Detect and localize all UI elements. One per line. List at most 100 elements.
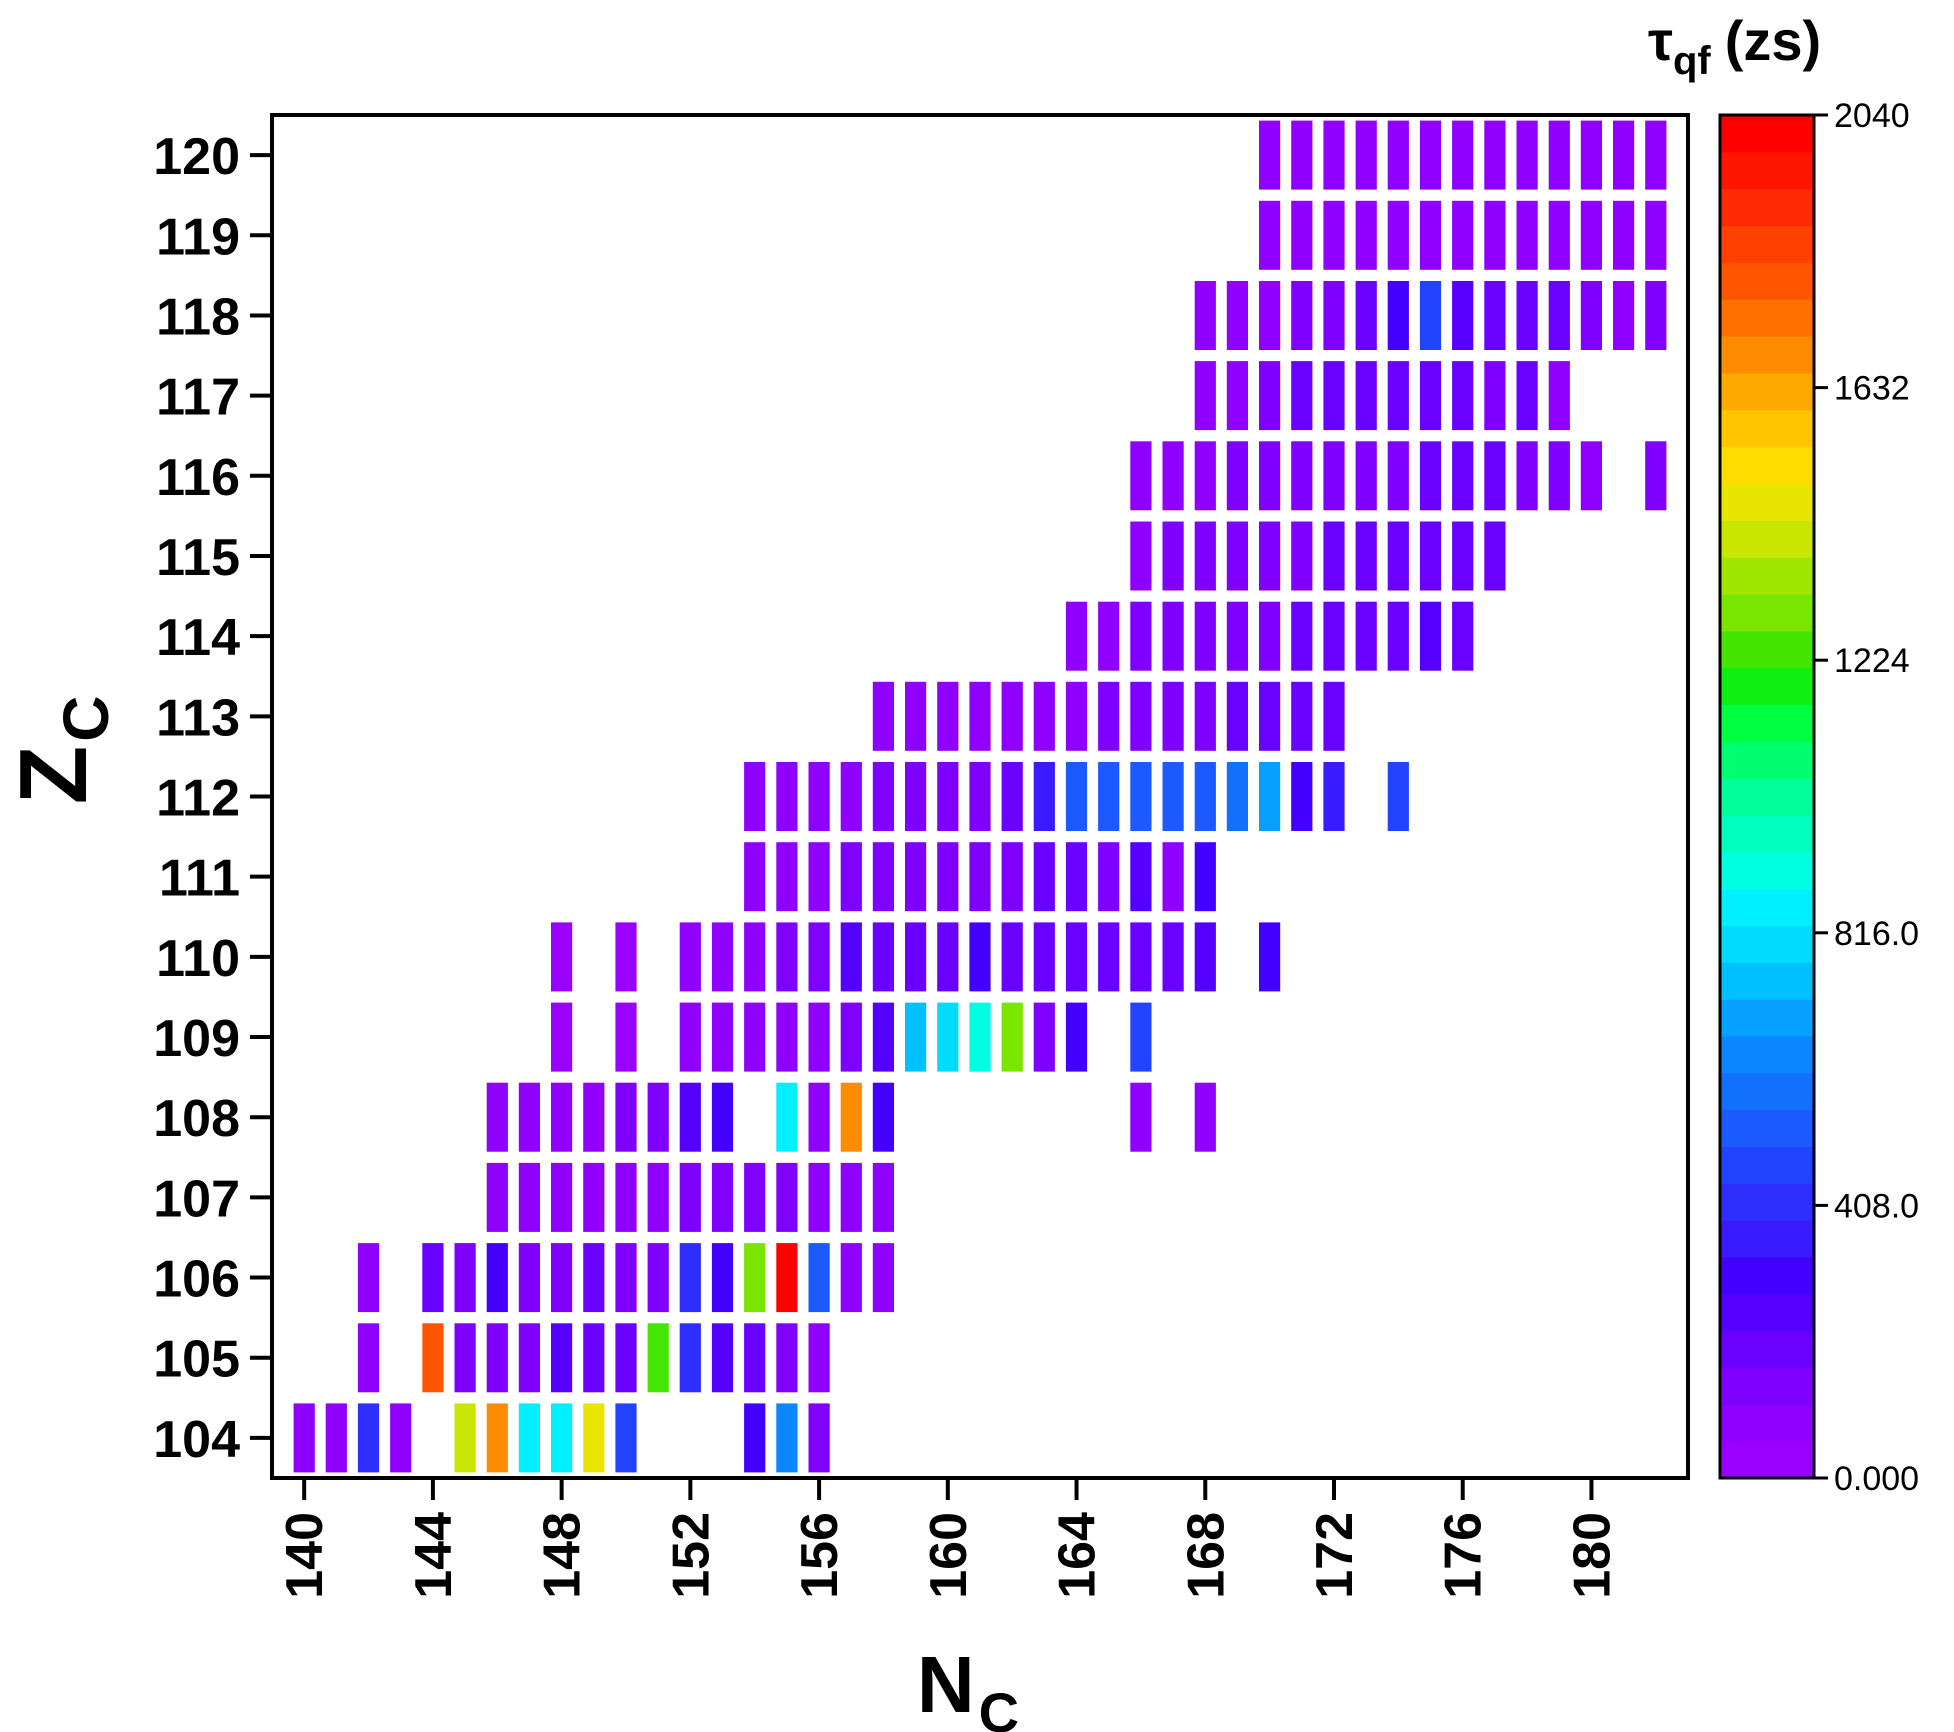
heatmap-cell — [744, 842, 766, 912]
heatmap-cell — [1355, 120, 1377, 190]
colorbar-tick-label: 2040 — [1834, 97, 1910, 135]
colorbar-ticks: 0.000 408.0 816.0 1224 1632 2040 — [1814, 97, 1919, 1498]
heatmap-cell — [1516, 361, 1538, 431]
heatmap-cell — [1194, 842, 1216, 912]
x-axis-title: NC — [917, 1640, 1019, 1732]
heatmap-cell — [615, 1162, 637, 1232]
heatmap-cell — [1194, 922, 1216, 992]
y-tick-label: 106 — [153, 1251, 240, 1309]
heatmap-cell — [1033, 762, 1055, 831]
heatmap-cell — [583, 1082, 605, 1152]
y-tick-label: 110 — [156, 930, 240, 988]
heatmap-cell — [647, 1162, 669, 1232]
heatmap-cell — [1291, 200, 1313, 270]
heatmap-cell — [1387, 120, 1409, 190]
heatmap-cell — [1130, 762, 1152, 831]
heatmap-cell — [1452, 521, 1474, 591]
heatmap-cell — [1098, 922, 1120, 992]
heatmap-cell — [1387, 521, 1409, 591]
colorbar-segment — [1720, 1146, 1814, 1184]
heatmap-cell — [1001, 681, 1023, 751]
heatmap-cell — [1065, 601, 1088, 671]
heatmap-cell — [1162, 521, 1184, 591]
heatmap-cell — [1065, 842, 1088, 912]
colorbar-segment — [1720, 1367, 1814, 1405]
heatmap-cell — [1098, 601, 1120, 671]
x-tick-label: 156 — [791, 1512, 849, 1599]
heatmap-cell — [1226, 601, 1248, 671]
heatmap-cell — [647, 1323, 669, 1393]
y-axis-title: ZC — [0, 696, 122, 805]
colorbar-segment — [1720, 851, 1814, 890]
heatmap-cell — [1323, 521, 1345, 591]
heatmap-cell — [1323, 601, 1345, 671]
heatmap-cell — [1484, 361, 1506, 431]
heatmap-cell — [840, 762, 862, 831]
colorbar-segment — [1720, 1293, 1814, 1332]
heatmap-cell — [808, 842, 830, 912]
heatmap-cell — [422, 1243, 444, 1313]
heatmap-cell — [937, 1002, 959, 1072]
colorbar-title-sub: qf — [1673, 39, 1711, 83]
heatmap-cell — [1291, 281, 1313, 350]
heatmap-cell — [1387, 601, 1409, 671]
heatmap-cell — [1226, 762, 1248, 831]
heatmap-cell — [1355, 521, 1377, 591]
heatmap-cell — [1162, 601, 1184, 671]
heatmap-cell — [1130, 842, 1152, 912]
heatmap-cell — [937, 681, 959, 751]
colorbar-segment — [1720, 446, 1814, 484]
colorbar-segment — [1720, 888, 1814, 927]
heatmap-cell — [1419, 200, 1442, 270]
colorbar-frame — [1718, 113, 1816, 1480]
heatmap-cell — [357, 1323, 380, 1393]
colorbar-segment — [1720, 299, 1814, 337]
heatmap-cell — [776, 1403, 798, 1473]
heatmap-cell — [454, 1323, 476, 1393]
heatmap-cell — [1580, 281, 1602, 350]
heatmap-cell — [1194, 601, 1216, 671]
heatmap-cell — [1580, 441, 1602, 511]
y-tick-label: 115 — [156, 529, 240, 587]
colorbar-segment — [1720, 409, 1814, 448]
heatmap-cell — [1387, 281, 1409, 350]
colorbar-segment — [1720, 630, 1814, 669]
heatmap-cell — [1419, 601, 1442, 671]
heatmap-cell — [1291, 120, 1313, 190]
colorbar-tick-label: 0.000 — [1834, 1460, 1919, 1498]
colorbar-segment — [1720, 925, 1814, 963]
x-tick-label: 144 — [405, 1512, 463, 1599]
heatmap-cell — [454, 1403, 476, 1473]
heatmap-cell — [615, 1002, 637, 1072]
heatmap-cells — [293, 120, 1667, 1473]
heatmap-cell — [872, 1243, 894, 1313]
heatmap-cell — [872, 922, 894, 992]
y-tick-label: 113 — [156, 689, 240, 747]
heatmap-cell — [969, 842, 991, 912]
heatmap-cell — [518, 1323, 540, 1393]
colorbar-title-unit: (zs) — [1725, 9, 1821, 72]
heatmap-cell — [969, 1002, 991, 1072]
heatmap-cell — [1484, 521, 1506, 591]
heatmap-cell — [1645, 441, 1667, 511]
heatmap-cell — [390, 1403, 412, 1473]
heatmap-cell — [1291, 681, 1313, 751]
heatmap-cell — [1259, 601, 1281, 671]
colorbar-segment — [1720, 225, 1814, 263]
y-tick-label: 116 — [156, 449, 240, 507]
heatmap-cell — [808, 1002, 830, 1072]
x-tick-label: 152 — [662, 1512, 720, 1599]
heatmap-cell — [679, 922, 701, 992]
heatmap-cell — [647, 1082, 669, 1152]
heatmap-cell — [1516, 120, 1538, 190]
heatmap-cell — [744, 922, 766, 992]
heatmap-cell — [1162, 922, 1184, 992]
colorbar-segment — [1720, 1072, 1814, 1111]
heatmap-cell — [1419, 441, 1442, 511]
heatmap-cell — [1033, 681, 1055, 751]
heatmap-cell — [776, 1243, 798, 1313]
x-tick-label: 160 — [920, 1512, 978, 1599]
heatmap-cell — [744, 1162, 766, 1232]
heatmap-cell — [551, 1002, 573, 1072]
heatmap-cell — [1323, 281, 1345, 350]
